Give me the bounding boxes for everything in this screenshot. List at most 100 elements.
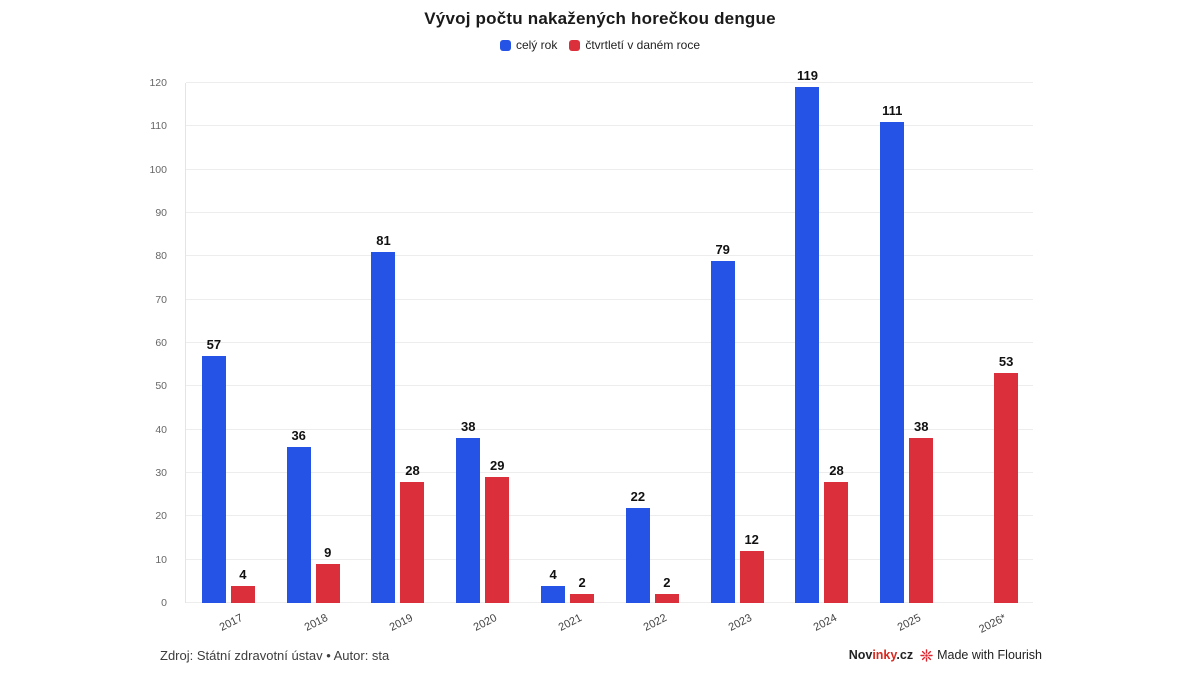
flourish-label: Made with Flourish (937, 648, 1042, 662)
x-tick-label: 2025 (895, 612, 924, 634)
bar-quarter-2020[interactable]: 29 (485, 458, 510, 603)
bar-quarter-2019[interactable]: 28 (400, 463, 425, 603)
bar-value-label: 81 (376, 233, 391, 248)
bar-value-label: 29 (490, 458, 505, 474)
bar-value-label: 38 (461, 419, 476, 435)
bar-quarter-2026[interactable]: 53 (994, 354, 1019, 603)
y-tick-label: 40 (155, 423, 167, 436)
gridline (186, 212, 1033, 213)
y-tick-label: 30 (155, 467, 167, 479)
gridline (186, 428, 1033, 430)
legend: celý rok čtvrtletí v daném roce (0, 38, 1200, 52)
y-tick-label: 80 (155, 250, 167, 263)
y-tick-label: 120 (149, 77, 167, 89)
bar-year-2024[interactable]: 119 (795, 68, 820, 603)
novinky-logo-prefix: Nov (848, 648, 873, 662)
bar-group-2022: 22 2 (610, 83, 695, 603)
legend-label-quarter: čtvrtletí v daném roce (585, 38, 701, 52)
bar-group-2025: 111 38 (864, 83, 949, 603)
bar-quarter-2023[interactable]: 12 (739, 532, 764, 603)
bar-year-2025[interactable]: 111 (880, 103, 905, 603)
x-tick-label: 2017 (217, 612, 245, 634)
bar-year-2018[interactable]: 36 (286, 428, 311, 603)
bar-quarter-2025[interactable]: 38 (909, 419, 934, 603)
bar-group-2020: 38 29 (440, 83, 525, 603)
y-tick-label: 10 (155, 553, 167, 566)
y-tick-label: 0 (161, 597, 167, 609)
gridline (186, 602, 1033, 603)
bar-year-2017[interactable]: 57 (201, 337, 226, 603)
flourish-credit[interactable]: Made with Flourish (920, 648, 1042, 662)
x-tick-label: 2018 (302, 612, 330, 634)
gridline (186, 125, 1033, 127)
plot-area: 57 4 36 9 81 28 38 29 4 2 22 2 79 12 119 28 111 38 53 (185, 68, 1034, 603)
bar-quarter-2024[interactable]: 28 (824, 463, 849, 603)
legend-swatch-red (569, 39, 581, 51)
bar-value-label: 111 (882, 103, 903, 118)
y-tick-label: 20 (155, 510, 167, 523)
bar-value-label: 2 (663, 575, 671, 591)
bar-quarter-2022[interactable]: 2 (654, 575, 679, 603)
bar-group-2017: 57 4 (186, 83, 271, 603)
y-tick-label: 50 (155, 380, 167, 393)
y-tick-label: 60 (155, 337, 167, 349)
gridline (186, 342, 1033, 343)
bar-value-label: 4 (549, 566, 557, 582)
legend-item-quarter[interactable]: čtvrtletí v daném roce (569, 38, 700, 52)
bar-quarter-2021[interactable]: 2 (570, 575, 595, 603)
bar-value-label: 53 (998, 354, 1014, 370)
novinky-logo-mid: inky (872, 648, 897, 662)
x-tick-label: 2019 (387, 612, 415, 634)
bar-quarter-2017[interactable]: 4 (230, 567, 255, 603)
gridline (186, 298, 1033, 300)
chart-title: Vývoj počtu nakažených horečkou dengue (424, 9, 776, 28)
bar-value-label: 119 (796, 68, 818, 84)
x-tick-label: 2021 (556, 612, 585, 634)
gridline (186, 168, 1033, 170)
gridline (186, 558, 1033, 560)
bar-group-2019: 81 28 (356, 83, 441, 603)
bar-group-2024: 119 28 (780, 68, 865, 603)
bar-value-label: 28 (829, 462, 844, 478)
bar-year-2021[interactable]: 4 (541, 567, 566, 603)
x-tick-label: 2024 (811, 612, 839, 634)
bar-value-label: 22 (630, 488, 646, 504)
bar-group-2018: 36 9 (271, 83, 356, 603)
bar-year-2023[interactable]: 79 (710, 242, 735, 603)
bar-group-2026: 53 (949, 83, 1034, 603)
flourish-icon (920, 648, 933, 662)
y-tick-label: 110 (150, 120, 167, 133)
bar-value-label: 28 (405, 462, 420, 478)
y-axis-labels: 0 10 20 30 40 50 60 70 80 90 100 110 120 (0, 77, 176, 609)
bar-value-label: 12 (744, 532, 759, 547)
x-axis-labels: 2017 2018 2019 2020 2021 2022 2023 2024 2025 2026… (185, 606, 1033, 650)
gridline (186, 255, 1033, 257)
gridline (186, 385, 1033, 387)
bar-value-label: 38 (914, 419, 929, 435)
legend-item-full-year[interactable]: celý rok (499, 38, 558, 52)
novinky-logo[interactable]: Novinky.cz (849, 648, 913, 662)
gridline (186, 82, 1033, 83)
x-tick-label: 2020 (471, 612, 500, 634)
bar-value-label: 57 (206, 337, 222, 352)
bar-value-label: 9 (324, 545, 332, 560)
bar-group-2023: 79 12 (695, 83, 780, 603)
bar-quarter-2018[interactable]: 9 (315, 545, 340, 603)
source-credit: Zdroj: Státní zdravotní ústav • Autor: s… (160, 648, 390, 663)
bar-year-2020[interactable]: 38 (456, 419, 481, 603)
bar-value-label: 4 (239, 566, 247, 582)
bar-year-2019[interactable]: 81 (371, 233, 396, 603)
bar-value-label: 36 (291, 428, 306, 443)
footer-right: Novinky.cz Made with Flourish (849, 648, 1042, 662)
y-tick-label: 70 (155, 293, 167, 306)
novinky-logo-suffix: .cz (896, 648, 914, 662)
gridline (186, 515, 1033, 517)
gridline (186, 472, 1033, 473)
legend-swatch-blue (499, 39, 511, 51)
y-tick-label: 90 (155, 207, 167, 219)
bar-year-2022[interactable]: 22 (625, 489, 650, 603)
legend-label-full-year: celý rok (515, 38, 558, 52)
y-tick-label: 100 (149, 163, 167, 176)
